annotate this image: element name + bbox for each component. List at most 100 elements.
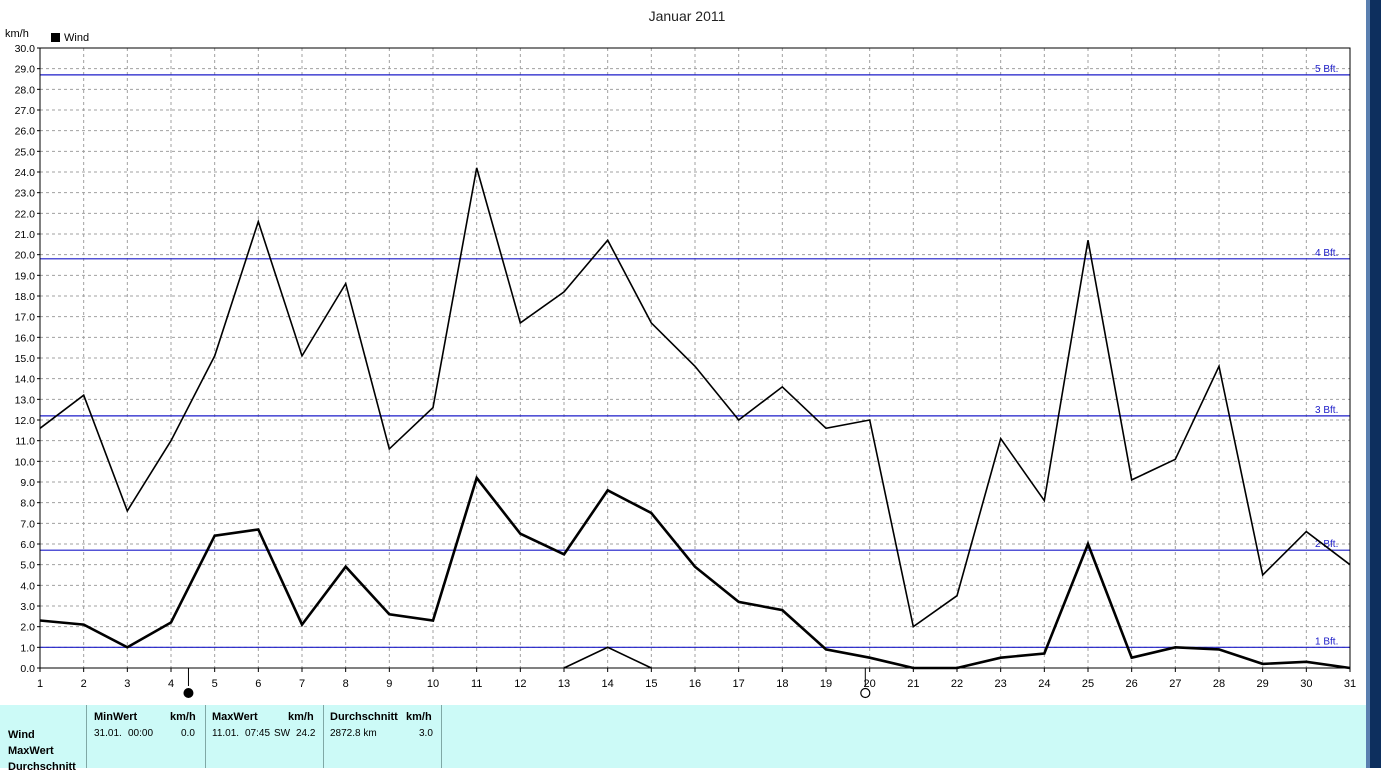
divider	[441, 705, 442, 768]
wind-chart: Januar 2011 km/h Wind 1 Bft. 2 Bft. 3 Bft.…	[5, 8, 1357, 699]
series-max-line	[39, 167, 1351, 629]
divider	[205, 705, 206, 768]
y-tick-label: 3.0	[20, 601, 35, 613]
y-tick-label: 27.0	[15, 105, 36, 117]
x-tick-label: 17	[733, 678, 745, 690]
series-min-line	[563, 646, 652, 669]
summary-panel: Wind MaxWert Durchschnitt MinWert km/h 3…	[0, 705, 1366, 773]
x-tick-label: 4	[168, 678, 174, 690]
beaufort-label: 2 Bft.	[1315, 539, 1338, 550]
legend-label: Wind	[64, 32, 89, 44]
chart-title: Januar 2011	[649, 8, 726, 24]
y-tick-label: 0.0	[20, 663, 35, 675]
y-tick-label: 30.0	[15, 43, 36, 55]
beaufort-label: 5 Bft.	[1315, 64, 1338, 75]
x-tick-label: 12	[514, 678, 526, 690]
x-tick-label: 26	[1126, 678, 1138, 690]
y-tick-label: 9.0	[20, 477, 35, 489]
y-tick-label: 28.0	[15, 84, 36, 96]
y-tick-label: 4.0	[20, 580, 35, 592]
x-tick-label: 11	[471, 678, 482, 690]
y-axis-ticks: 0.0 1.0 2.0 3.0 4.0 5.0 6.0 7.0 8.0 9.0 10.0 11.0 12…	[15, 43, 40, 675]
max-direction: SW	[274, 728, 291, 739]
beaufort-label: 1 Bft.	[1315, 636, 1338, 647]
series-lines	[39, 167, 1351, 670]
x-tick-label: 31	[1344, 678, 1356, 690]
y-tick-label: 2.0	[20, 622, 35, 634]
y-tick-label: 24.0	[15, 167, 36, 179]
y-tick-label: 7.0	[20, 518, 35, 530]
x-tick-label: 6	[255, 678, 261, 690]
row-label-avg: Durchschnitt	[8, 761, 76, 773]
max-header: MaxWert	[212, 711, 258, 723]
x-tick-label: 28	[1213, 678, 1225, 690]
min-header: MinWert	[94, 711, 138, 723]
min-value: 0.0	[181, 728, 195, 739]
beaufort-label: 4 Bft.	[1315, 248, 1338, 259]
max-date: 11.01.	[212, 728, 240, 739]
series-average-line	[39, 475, 1351, 670]
x-tick-label: 29	[1257, 678, 1269, 690]
y-tick-label: 16.0	[15, 332, 36, 344]
legend-swatch	[51, 33, 60, 42]
max-unit: km/h	[288, 711, 314, 723]
y-tick-label: 11.0	[15, 436, 35, 448]
y-tick-label: 17.0	[15, 312, 36, 324]
y-tick-label: 26.0	[15, 126, 36, 138]
y-tick-label: 1.0	[20, 642, 35, 654]
divider	[323, 705, 324, 768]
min-time: 00:00	[128, 728, 154, 739]
y-tick-label: 12.0	[15, 415, 36, 427]
y-tick-label: 23.0	[15, 188, 36, 200]
y-tick-label: 13.0	[15, 394, 36, 406]
max-time: 07:45	[245, 728, 271, 739]
x-tick-label: 15	[645, 678, 657, 690]
x-tick-label: 19	[820, 678, 832, 690]
x-tick-label: 10	[427, 678, 439, 690]
moon-phases	[183, 668, 871, 699]
avg-value: 3.0	[419, 728, 433, 739]
y-tick-label: 5.0	[20, 560, 35, 572]
beaufort-lines: 1 Bft. 2 Bft. 3 Bft. 4 Bft. 5 Bft.	[40, 64, 1350, 648]
y-tick-label: 22.0	[15, 208, 36, 220]
x-tick-label: 9	[386, 678, 392, 690]
x-axis-ticks: 1 2 3 4 5 6 7 8 9 10 11 12 13 14 15 16 17 18 19 20 21 22 23 24 2…	[37, 668, 1356, 690]
divider	[86, 705, 87, 768]
x-tick-label: 2	[81, 678, 87, 690]
min-unit: km/h	[170, 711, 196, 723]
y-tick-label: 29.0	[15, 64, 36, 76]
x-tick-label: 14	[602, 678, 614, 690]
avg-unit: km/h	[406, 711, 432, 723]
new-moon-icon	[183, 688, 194, 698]
x-tick-label: 21	[907, 678, 919, 690]
x-tick-label: 5	[212, 678, 218, 690]
x-tick-label: 18	[776, 678, 788, 690]
y-axis-unit: km/h	[5, 28, 29, 40]
x-tick-label: 7	[299, 678, 305, 690]
x-tick-label: 27	[1169, 678, 1181, 690]
beaufort-label: 3 Bft.	[1315, 405, 1338, 416]
full-moon-icon	[860, 687, 871, 699]
x-tick-label: 23	[995, 678, 1007, 690]
y-tick-label: 14.0	[15, 374, 36, 386]
x-tick-label: 13	[558, 678, 570, 690]
row-label-max: MaxWert	[8, 745, 54, 757]
x-tick-label: 30	[1300, 678, 1312, 690]
plot-frame	[39, 47, 1351, 669]
y-tick-label: 21.0	[15, 229, 36, 241]
window-edge	[1366, 0, 1381, 768]
x-tick-label: 1	[37, 678, 43, 690]
row-label-wind: Wind	[8, 729, 35, 741]
y-tick-label: 6.0	[20, 539, 35, 551]
y-tick-label: 19.0	[15, 270, 36, 282]
x-tick-label: 22	[951, 678, 963, 690]
x-tick-label: 8	[343, 678, 349, 690]
y-tick-label: 18.0	[15, 291, 36, 303]
x-tick-label: 25	[1082, 678, 1094, 690]
x-tick-label: 20	[864, 678, 876, 690]
y-tick-label: 25.0	[15, 146, 36, 158]
y-tick-label: 10.0	[15, 456, 36, 468]
max-value: 24.2	[296, 728, 316, 739]
x-tick-label: 16	[689, 678, 701, 690]
avg-distance: 2872.8 km	[330, 728, 377, 739]
